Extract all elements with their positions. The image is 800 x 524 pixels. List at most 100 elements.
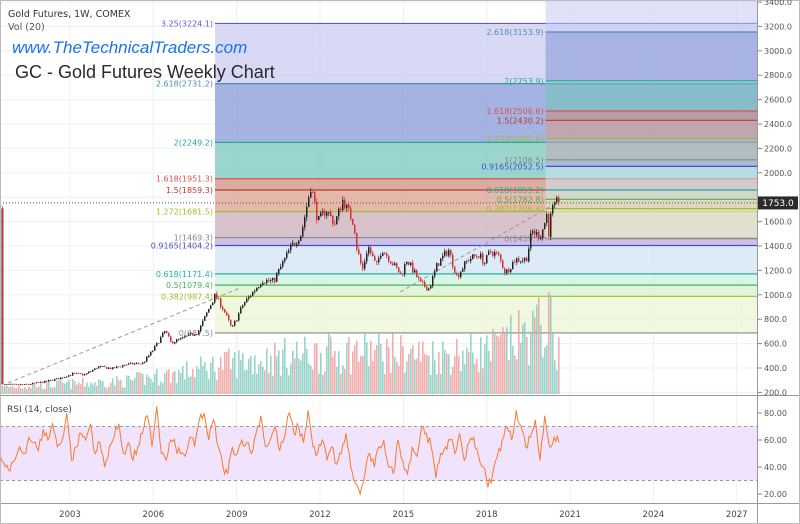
- volume-bar: [538, 297, 540, 394]
- fib-zone: [545, 189, 757, 200]
- volume-bar: [386, 339, 388, 394]
- volume-bar: [26, 388, 28, 394]
- candle: [470, 258, 472, 262]
- volume-bar: [466, 347, 468, 394]
- last-price-label: 1753.0: [762, 199, 794, 209]
- candle: [116, 366, 118, 369]
- candle: [288, 250, 290, 253]
- volume-bar: [298, 358, 300, 394]
- candle: [508, 269, 510, 273]
- candle: [458, 274, 460, 277]
- volume-bar: [160, 381, 162, 394]
- volume-bar: [252, 374, 254, 394]
- candle: [500, 254, 502, 261]
- symbol-legend[interactable]: Gold Futures, 1W, COMEX: [8, 9, 131, 20]
- volume-bar: [488, 350, 490, 394]
- candle: [502, 260, 504, 269]
- volume-bar: [154, 373, 156, 394]
- candle: [214, 293, 216, 303]
- candle: [64, 377, 66, 378]
- volume-bar: [468, 352, 470, 394]
- candle: [202, 320, 204, 326]
- fib-level-label: 2(2753.9): [504, 77, 543, 86]
- candle: [32, 382, 34, 385]
- fib-level-label: 0.9165(2052.5): [481, 162, 543, 171]
- volume-bar: [374, 349, 376, 394]
- volume-bar: [72, 378, 74, 394]
- volume-bar: [486, 335, 488, 394]
- fibonacci-extensions: 3.25(3224.1) 2.618(2731.2) 2(2249.2) 1.618(…: [151, 0, 757, 338]
- time-tick-label: 2009: [226, 510, 248, 520]
- volume-bar: [368, 366, 370, 394]
- volume-legend[interactable]: Vol (20): [8, 22, 45, 33]
- volume-bar: [536, 304, 538, 394]
- candle: [360, 254, 362, 264]
- volume-bar: [424, 353, 426, 394]
- volume-bar: [482, 368, 484, 394]
- volume-bar: [10, 386, 12, 394]
- candle: [14, 383, 16, 385]
- volume-bar: [378, 334, 380, 394]
- volume-bar: [500, 334, 502, 394]
- rsi-legend[interactable]: RSI (14, close): [7, 405, 72, 415]
- candle: [4, 384, 6, 385]
- candle: [488, 251, 490, 255]
- volume-bar: [520, 342, 522, 394]
- volume-bar: [418, 342, 420, 394]
- time-tick-label: 2006: [143, 510, 165, 520]
- volume-bar: [402, 346, 404, 394]
- candle: [180, 337, 182, 340]
- volume-bar: [168, 369, 170, 394]
- candle: [518, 258, 520, 262]
- candle: [346, 204, 348, 209]
- candle: [272, 278, 274, 281]
- candle: [426, 286, 428, 291]
- volume-bar: [308, 363, 310, 394]
- volume-bar: [442, 341, 444, 394]
- volume-bar: [510, 315, 512, 394]
- candle: [542, 229, 544, 238]
- candle: [534, 231, 536, 235]
- candle: [538, 232, 540, 240]
- candle: [442, 255, 444, 259]
- candle: [406, 261, 408, 265]
- candle: [178, 339, 180, 340]
- candle: [168, 332, 170, 337]
- candle: [328, 212, 330, 214]
- candle: [194, 334, 196, 336]
- candle: [522, 260, 524, 262]
- volume-bar: [184, 379, 186, 394]
- volume-bar: [114, 385, 116, 394]
- volume-bar: [226, 352, 228, 394]
- candle: [188, 333, 190, 336]
- candle: [344, 199, 346, 209]
- volume-bar: [74, 381, 76, 394]
- volume-bar: [342, 365, 344, 394]
- candle: [516, 258, 518, 263]
- volume-bar: [398, 365, 400, 394]
- candle: [28, 384, 30, 385]
- candle: [394, 263, 396, 266]
- price-tick-label: 1000.0: [764, 291, 792, 300]
- volume-bar: [126, 375, 128, 394]
- candle: [510, 269, 512, 273]
- volume-bar: [44, 388, 46, 394]
- volume-bar: [192, 369, 194, 394]
- candle: [464, 261, 466, 270]
- candle: [124, 365, 126, 366]
- price-tick-label: 3400.0: [764, 0, 792, 7]
- candle: [192, 333, 194, 336]
- trend-line-dashed[interactable]: [399, 204, 554, 293]
- volume-bar: [530, 332, 532, 394]
- candle: [44, 380, 46, 383]
- fib-zone: [215, 273, 757, 286]
- volume-bar: [300, 360, 302, 394]
- candle: [444, 251, 446, 256]
- volume-bar: [454, 356, 456, 394]
- price-tick-label: 1400.0: [764, 242, 792, 251]
- volume-bar: [30, 388, 32, 394]
- candle: [248, 296, 250, 299]
- candle: [186, 335, 188, 337]
- volume-bar: [234, 352, 236, 394]
